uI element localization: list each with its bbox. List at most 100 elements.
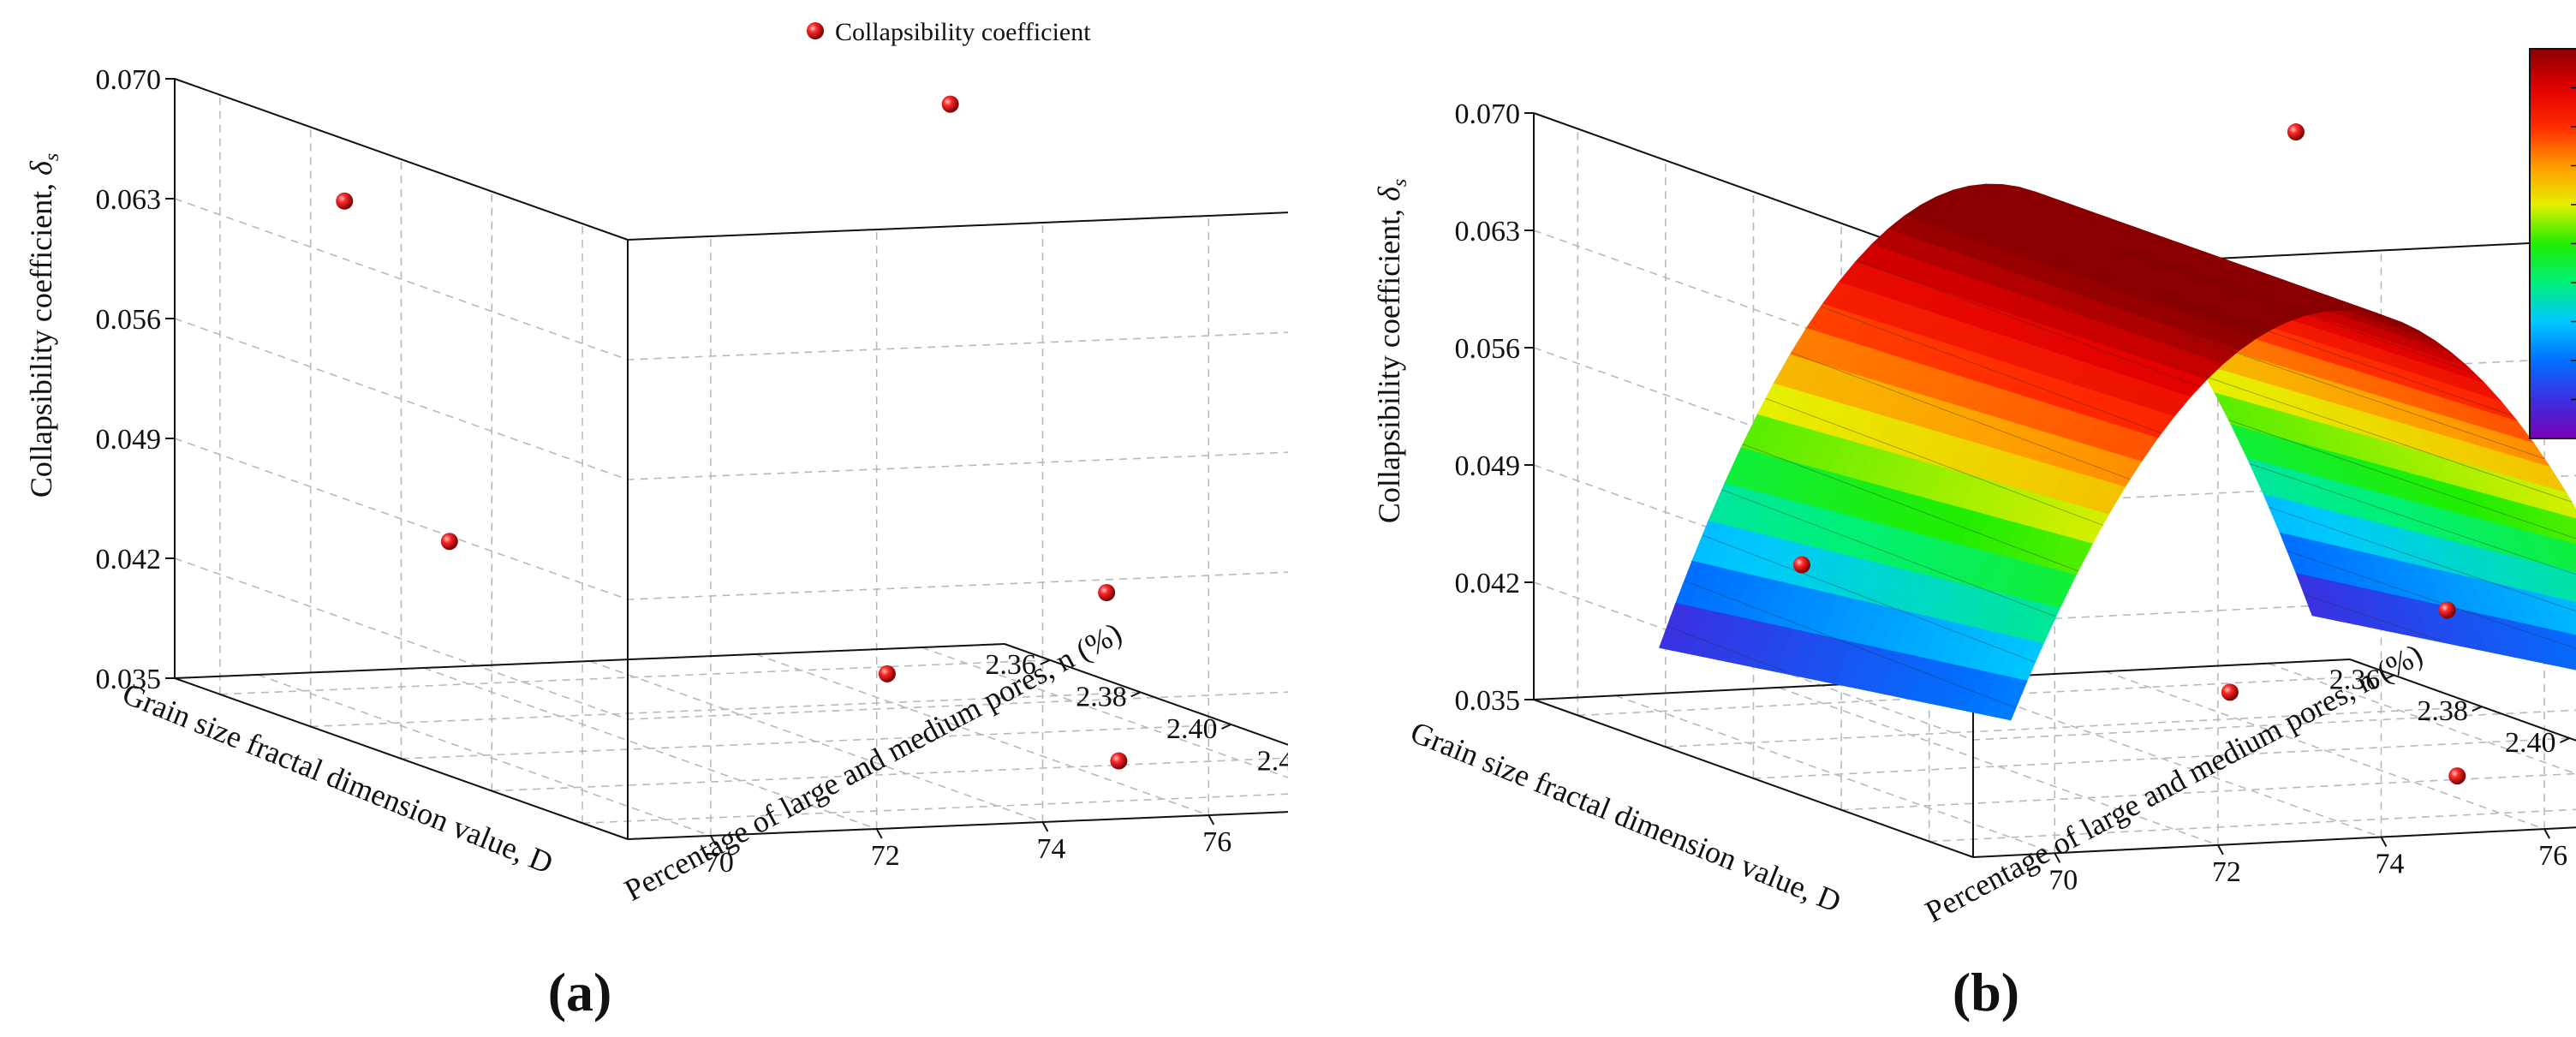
data-point-sphere [2448, 767, 2466, 785]
data-point-sphere [2221, 683, 2239, 701]
surface-contour [2150, 289, 2513, 416]
surface-contour [2228, 420, 2576, 539]
y-floor-gridline [1615, 694, 2055, 855]
surface-facet [2572, 600, 2576, 610]
z-tick-label: 0.056 [96, 304, 162, 336]
x-tick-mark [1040, 659, 1051, 665]
x-floor-gridline [582, 793, 1288, 824]
legend-marker [807, 22, 824, 39]
surface-contour [1820, 306, 2162, 434]
x-tick-label: 2.40 [2505, 727, 2556, 759]
surface-contour [2179, 332, 2545, 460]
panel-a-chart: 2.362.382.402.422.4470727476780.0350.042… [24, 18, 1288, 1022]
data-point-sphere [878, 665, 896, 682]
x-tick-label: 2.38 [1076, 681, 1127, 712]
axis-frame-edge [627, 212, 1288, 241]
surface-contour [1765, 397, 2103, 526]
surface-contour [2287, 550, 2576, 649]
y-floor-gridline [423, 667, 877, 830]
axis-frame-edge [1533, 699, 1974, 858]
z-tick-label: 0.049 [1455, 450, 1521, 482]
panel-label: (b) [1953, 962, 2019, 1022]
axis-frame-edge [174, 677, 629, 840]
z-gridline [174, 78, 1288, 241]
y-tick-mark [2380, 837, 2388, 847]
y-tick-mark [2217, 844, 2224, 855]
y-tick-label: 70 [705, 847, 734, 879]
surface-contour [2304, 594, 2441, 641]
axis-frame-edge [174, 643, 1005, 679]
x-axis-title: Grain size fractal dimension value, D [1406, 715, 1846, 920]
surface-facet [2573, 633, 2576, 640]
y-floor-gridline [2104, 670, 2545, 830]
x-tick-label: 2.38 [2417, 695, 2468, 727]
surface-contour [1857, 259, 2200, 387]
y-tick-mark [710, 835, 717, 846]
data-point-sphere [336, 192, 354, 210]
z-tick-label: 0.063 [96, 184, 162, 216]
y-tick-mark [1041, 821, 1049, 832]
data-point-sphere [1792, 556, 1810, 574]
surface-contour [2249, 463, 2576, 575]
surface-contour [2269, 506, 2576, 612]
z-tick-label: 0.035 [96, 664, 162, 695]
surface-contour [1721, 489, 2056, 617]
data-point-sphere [440, 533, 458, 551]
data-point-sphere [941, 95, 959, 113]
surface-facet [1995, 676, 2028, 721]
colorbar: 0.037400.040060.042720.045380.048040.050… [2529, 48, 2576, 439]
z-tick-label: 0.056 [1455, 333, 1521, 365]
y-tick-label: 76 [1202, 826, 1231, 858]
surface-contour [1684, 580, 2017, 708]
x-tick-mark [2560, 737, 2570, 743]
z-tick-label: 0.070 [1455, 98, 1521, 130]
z-tick-label: 0.042 [96, 544, 162, 575]
y-floor-gridline [1941, 678, 2382, 838]
data-point-sphere [2438, 601, 2456, 619]
surface-facet [2567, 515, 2576, 533]
z-tick-label: 0.035 [1455, 685, 1521, 717]
y-tick-mark [2054, 852, 2061, 863]
data-point-sphere [1098, 584, 1116, 601]
x-tick-label: 2.36 [2329, 664, 2381, 695]
z-tick-label: 0.042 [1455, 568, 1521, 599]
z-tick-label: 0.063 [1455, 216, 1521, 247]
x-tick-mark [2383, 674, 2394, 681]
z-gridline [174, 198, 1288, 361]
surface-contour [2114, 247, 2475, 374]
z-gridline [174, 438, 1288, 600]
y-tick-label: 74 [2376, 849, 2405, 880]
y-tick-label: 70 [2048, 864, 2078, 896]
surface-facet [2570, 569, 2576, 582]
y-tick-label: 76 [2538, 840, 2567, 872]
y-tick-label: 72 [871, 840, 900, 872]
surface-facet [2568, 540, 2576, 557]
x-tick-mark [1221, 724, 1231, 730]
surface-contour [2205, 376, 2573, 503]
x-floor-gridline [1929, 808, 2576, 843]
colorbar-gradient [2529, 48, 2576, 439]
y-tick-label: 74 [1037, 833, 1066, 865]
panel-label: (a) [548, 962, 612, 1022]
y-tick-mark [2543, 828, 2550, 839]
y-floor-gridline [589, 660, 1043, 823]
data-point-sphere [2287, 123, 2305, 141]
y-tick-mark [875, 828, 883, 839]
surface-contour [1742, 444, 2078, 572]
y-floor-gridline [2268, 662, 2576, 775]
x-tick-mark [1130, 691, 1142, 698]
y-tick-label: 72 [2212, 856, 2241, 888]
x-tick-label: 2.40 [1166, 713, 1218, 745]
z-gridline [174, 318, 1288, 480]
surface-contour [1791, 352, 2131, 480]
legend: Collapsibility coefficient [807, 18, 1091, 46]
axis-frame-edge [174, 78, 629, 241]
panel-b-chart: 2.362.382.402.422.4470727476780.0350.042… [1372, 48, 2576, 1022]
surface-contour [1667, 625, 1789, 674]
x-tick-label: 2.42 [1257, 746, 1288, 778]
z-tick-label: 0.049 [96, 424, 162, 456]
y-tick-mark [1208, 814, 1215, 825]
z-axis-title: Collapsibility coefficient, δs [1372, 179, 1411, 523]
z-axis-title: Collapsibility coefficient, δs [24, 153, 63, 498]
